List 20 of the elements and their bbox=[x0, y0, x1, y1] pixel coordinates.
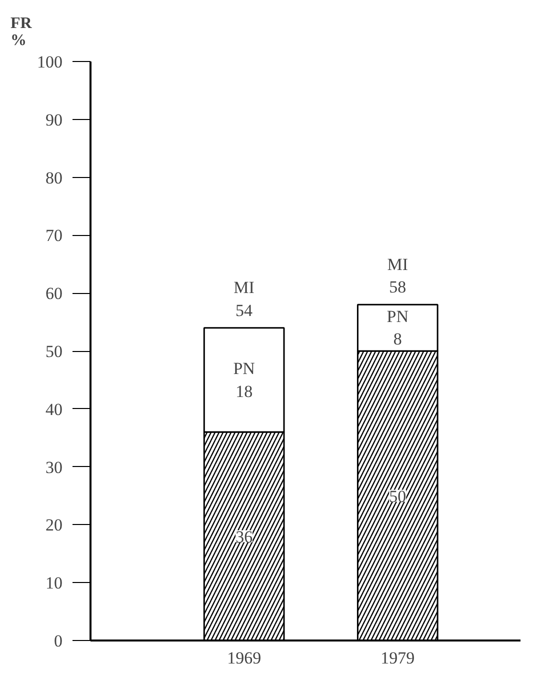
total-label: MI 54 bbox=[234, 278, 255, 320]
y-tick-label: 80 bbox=[46, 168, 62, 188]
y-tick-label: 90 bbox=[46, 110, 62, 130]
y-tick-label: 0 bbox=[54, 632, 62, 650]
data-label: PN 18 bbox=[233, 359, 255, 401]
y-tick-label: 20 bbox=[46, 516, 62, 535]
y-tick-label: 50 bbox=[46, 342, 62, 361]
y-tick-label: 60 bbox=[46, 284, 62, 304]
data-label: PN 8 bbox=[386, 306, 409, 349]
y-axis-title: FR % bbox=[10, 15, 32, 49]
data-label: 50 bbox=[389, 486, 406, 506]
data-label: 36 bbox=[236, 527, 253, 546]
x-tick-label: 1979 bbox=[380, 648, 415, 668]
x-tick-label: 1969 bbox=[227, 648, 262, 668]
y-tick-label: 100 bbox=[37, 52, 62, 72]
y-tick-label: 40 bbox=[46, 400, 62, 419]
total-label: MI 58 bbox=[387, 254, 408, 297]
y-tick-label: 30 bbox=[46, 458, 62, 477]
y-tick-label: 10 bbox=[46, 574, 62, 593]
y-tick-label: 70 bbox=[46, 226, 62, 246]
